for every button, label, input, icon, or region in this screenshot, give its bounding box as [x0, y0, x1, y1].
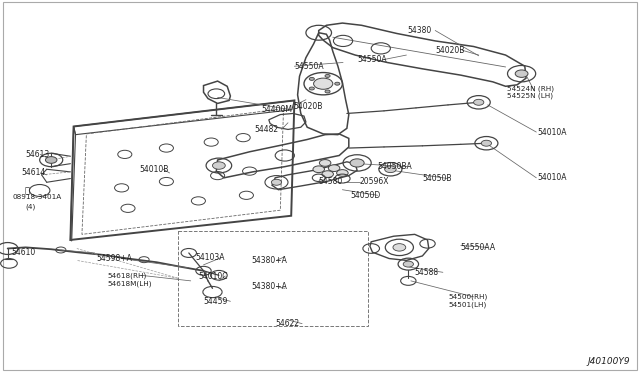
Text: Ⓝ: Ⓝ — [24, 186, 29, 195]
Text: 54050B: 54050B — [422, 174, 452, 183]
Circle shape — [337, 170, 348, 176]
Text: 54020B: 54020B — [293, 102, 323, 110]
Text: 54598+A: 54598+A — [96, 254, 132, 263]
Circle shape — [403, 261, 413, 267]
Circle shape — [322, 171, 333, 177]
Circle shape — [271, 179, 282, 185]
Text: 54622: 54622 — [275, 319, 300, 328]
Circle shape — [314, 78, 333, 89]
Text: 54610: 54610 — [12, 248, 36, 257]
Text: 54010C: 54010C — [198, 272, 228, 280]
Text: 54500(RH): 54500(RH) — [448, 294, 487, 300]
Text: 54010B: 54010B — [140, 165, 169, 174]
Text: 54580: 54580 — [319, 177, 343, 186]
Circle shape — [309, 87, 314, 90]
Circle shape — [393, 244, 406, 251]
Text: 54380+A: 54380+A — [251, 256, 287, 265]
Text: 20596X: 20596X — [360, 177, 389, 186]
Circle shape — [474, 99, 484, 105]
Circle shape — [325, 90, 330, 93]
Text: 54380: 54380 — [408, 26, 432, 35]
Text: 54050D: 54050D — [351, 191, 381, 200]
Circle shape — [481, 140, 492, 146]
Circle shape — [385, 166, 396, 173]
Circle shape — [313, 166, 324, 173]
Text: (4): (4) — [26, 203, 36, 210]
Text: 54618M(LH): 54618M(LH) — [108, 280, 152, 287]
Text: 54103A: 54103A — [195, 253, 225, 262]
Circle shape — [319, 160, 331, 166]
Text: 54459: 54459 — [204, 297, 228, 306]
Text: J40100Y9: J40100Y9 — [588, 357, 630, 366]
Circle shape — [515, 70, 528, 77]
Circle shape — [325, 74, 330, 77]
Text: 54010A: 54010A — [538, 173, 567, 182]
Text: 54618(RH): 54618(RH) — [108, 272, 147, 279]
Text: 54525N (LH): 54525N (LH) — [507, 93, 553, 99]
Text: 08918-3401A: 08918-3401A — [13, 194, 62, 200]
Text: 54482: 54482 — [255, 125, 279, 134]
Text: 54010A: 54010A — [538, 128, 567, 137]
Circle shape — [309, 77, 314, 80]
Circle shape — [212, 162, 225, 169]
Text: 54050BA: 54050BA — [378, 162, 412, 171]
Text: 54613: 54613 — [26, 150, 50, 159]
Text: 54524N (RH): 54524N (RH) — [507, 85, 554, 92]
Text: 54550A: 54550A — [294, 62, 324, 71]
Circle shape — [350, 159, 364, 167]
Text: 54501(LH): 54501(LH) — [448, 301, 486, 308]
Text: 54588: 54588 — [415, 268, 439, 277]
Circle shape — [328, 165, 340, 171]
Circle shape — [45, 157, 57, 163]
Circle shape — [335, 82, 340, 85]
Text: 54400M: 54400M — [261, 105, 292, 114]
Text: 54614: 54614 — [21, 169, 45, 177]
Text: 54380+A: 54380+A — [251, 282, 287, 291]
Text: 54550A: 54550A — [357, 55, 387, 64]
Text: 54020B: 54020B — [435, 46, 465, 55]
Text: 54550AA: 54550AA — [461, 243, 496, 252]
